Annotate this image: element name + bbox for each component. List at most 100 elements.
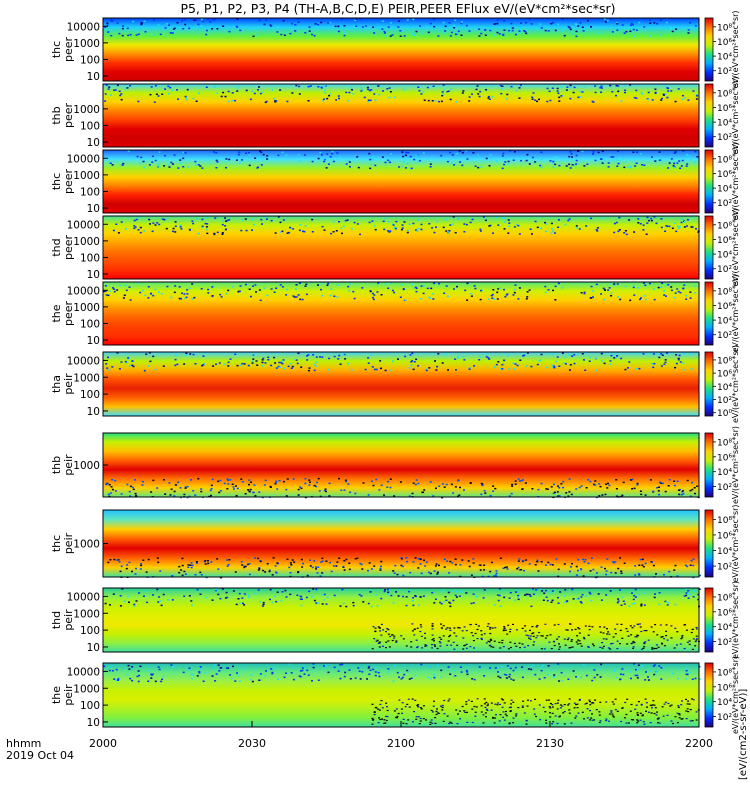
speckle bbox=[409, 155, 412, 158]
speckle bbox=[381, 645, 384, 647]
speckle bbox=[211, 286, 214, 288]
time-axis: 2000 2030 2100 2130 2200 bbox=[89, 721, 713, 750]
speckle bbox=[185, 98, 188, 101]
speckle bbox=[592, 151, 595, 153]
speckle bbox=[253, 354, 256, 357]
speckle bbox=[137, 670, 140, 672]
colorbar-tick-label: 10⁶ bbox=[717, 104, 732, 114]
speckle bbox=[295, 359, 298, 361]
speckle bbox=[461, 559, 464, 561]
speckle bbox=[436, 647, 439, 650]
speckle bbox=[186, 485, 189, 488]
speckle bbox=[667, 602, 670, 604]
speckle bbox=[637, 222, 640, 224]
speckle bbox=[566, 86, 569, 88]
speckle bbox=[691, 720, 694, 722]
speckle bbox=[400, 228, 403, 231]
panel-label: thepeir bbox=[50, 684, 75, 706]
speckle bbox=[345, 163, 348, 165]
speckle bbox=[283, 676, 286, 679]
speckle bbox=[191, 564, 194, 567]
speckle bbox=[203, 363, 206, 365]
speckle bbox=[636, 151, 639, 153]
speckle bbox=[277, 365, 280, 368]
speckle bbox=[526, 296, 529, 298]
speckle bbox=[343, 34, 346, 37]
speckle bbox=[499, 557, 502, 559]
speckle bbox=[614, 572, 617, 574]
speckle bbox=[132, 20, 135, 23]
colorbar-tick-label: 10⁴ bbox=[717, 623, 732, 633]
speckle bbox=[431, 647, 434, 649]
speckle bbox=[372, 718, 375, 720]
speckle bbox=[503, 627, 506, 629]
speckle bbox=[266, 563, 269, 565]
speckle bbox=[224, 217, 226, 219]
speckle bbox=[636, 484, 639, 486]
speckle bbox=[633, 231, 636, 233]
speckle bbox=[276, 678, 279, 680]
speckle bbox=[321, 282, 324, 284]
speckle bbox=[264, 479, 267, 482]
speckle bbox=[450, 162, 453, 164]
speckle bbox=[164, 493, 167, 495]
speckle bbox=[216, 231, 219, 234]
speckle bbox=[606, 628, 608, 630]
speckle bbox=[657, 490, 660, 492]
speckle bbox=[227, 289, 230, 292]
colorbar-tick-label: 10² bbox=[717, 483, 732, 493]
speckle bbox=[492, 716, 494, 719]
speckle bbox=[258, 86, 260, 88]
speckle bbox=[677, 705, 680, 707]
speckle bbox=[235, 25, 238, 28]
speckle bbox=[593, 669, 596, 671]
speckle bbox=[547, 289, 550, 291]
speckle bbox=[142, 590, 145, 592]
speckle bbox=[651, 707, 653, 709]
speckle bbox=[105, 294, 108, 296]
speckle bbox=[578, 699, 581, 701]
speckle bbox=[408, 223, 411, 225]
speckle bbox=[457, 357, 459, 359]
speckle bbox=[288, 566, 291, 569]
speckle bbox=[413, 158, 416, 161]
speckle bbox=[564, 644, 567, 646]
speckle bbox=[414, 34, 416, 36]
speckle bbox=[382, 220, 385, 223]
speckle bbox=[471, 721, 474, 724]
speckle bbox=[200, 488, 203, 490]
speckle bbox=[667, 283, 670, 286]
speckle bbox=[329, 21, 332, 24]
speckle bbox=[634, 636, 637, 638]
speckle bbox=[126, 27, 129, 30]
speckle bbox=[468, 367, 471, 369]
colorbar-unit-label: [eV/(cm2-s-sr-eV)] bbox=[738, 689, 749, 780]
speckle bbox=[306, 359, 309, 361]
speckle bbox=[495, 363, 498, 366]
speckle bbox=[682, 493, 685, 495]
speckle bbox=[502, 33, 505, 36]
speckle bbox=[273, 356, 276, 359]
speckle bbox=[479, 84, 481, 86]
speckle bbox=[276, 488, 279, 490]
speckle bbox=[642, 647, 645, 649]
colorbar-scale bbox=[704, 509, 714, 578]
speckle bbox=[335, 99, 338, 101]
speckle bbox=[645, 710, 647, 712]
speckle bbox=[260, 218, 263, 221]
speckle bbox=[235, 485, 237, 487]
speckle bbox=[490, 646, 493, 648]
speckle bbox=[138, 674, 141, 677]
speckle bbox=[446, 627, 449, 629]
speckle bbox=[557, 282, 560, 285]
speckle bbox=[113, 558, 116, 561]
speckle bbox=[520, 569, 523, 571]
speckle bbox=[173, 27, 176, 30]
speckle bbox=[694, 645, 697, 647]
speckle bbox=[673, 480, 676, 482]
speckle bbox=[549, 702, 552, 705]
spectrogram-image bbox=[103, 352, 699, 416]
speckle bbox=[219, 490, 222, 492]
colorbar-tick-label: 10⁴ bbox=[717, 698, 732, 708]
speckle bbox=[293, 296, 296, 298]
